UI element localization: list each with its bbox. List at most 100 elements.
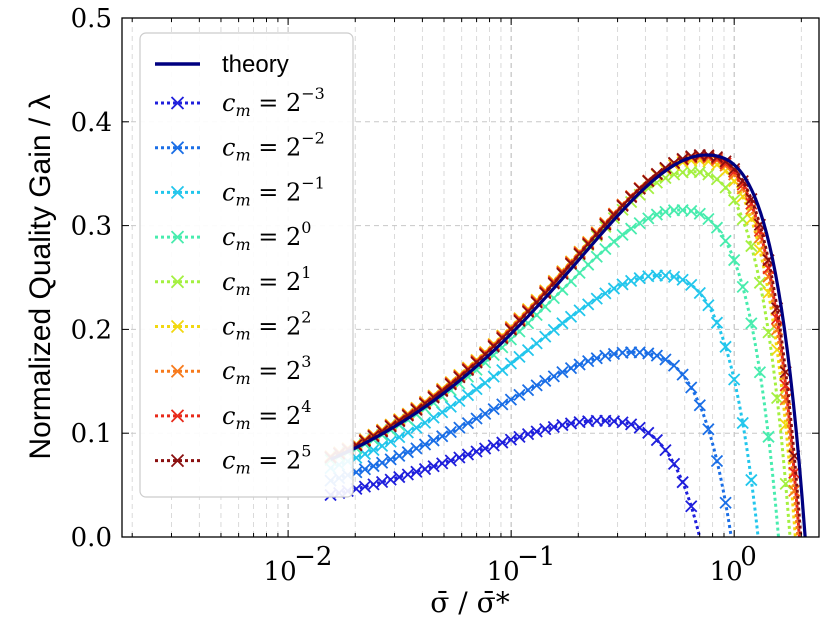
legend-swatch-marker bbox=[170, 141, 185, 155]
series-marker bbox=[582, 298, 595, 311]
series-marker bbox=[521, 383, 535, 397]
series-marker bbox=[367, 459, 380, 473]
series-marker bbox=[676, 476, 689, 489]
series-marker bbox=[556, 267, 569, 280]
series-marker bbox=[521, 427, 535, 441]
series-marker bbox=[436, 430, 449, 443]
series-marker bbox=[624, 222, 638, 235]
series-marker bbox=[633, 216, 646, 230]
series-marker bbox=[393, 470, 406, 484]
series-marker bbox=[693, 207, 706, 220]
legend-item: cm = 23 bbox=[155, 352, 311, 388]
series-marker bbox=[762, 326, 775, 339]
series-marker bbox=[504, 433, 518, 446]
series-marker bbox=[650, 167, 664, 181]
series-marker bbox=[358, 463, 372, 476]
series-marker bbox=[478, 442, 492, 455]
series-marker bbox=[504, 393, 518, 406]
y-tick-label: 0.2 bbox=[71, 315, 112, 345]
x-tick-label-exponent: −1 bbox=[517, 542, 555, 572]
legend-item: cm = 2−3 bbox=[155, 84, 325, 120]
series-marker bbox=[736, 280, 749, 293]
series-marker bbox=[573, 304, 586, 317]
series-marker bbox=[375, 475, 389, 489]
series-marker bbox=[590, 292, 603, 305]
series-marker bbox=[401, 468, 414, 481]
series-marker bbox=[556, 317, 569, 330]
series-cm=2^-3 bbox=[324, 414, 702, 538]
series-marker bbox=[547, 323, 560, 337]
legend-item: cm = 20 bbox=[155, 218, 311, 254]
series-marker bbox=[607, 235, 621, 248]
plot-frame bbox=[121, 17, 820, 538]
series-marker bbox=[478, 407, 492, 421]
series-marker bbox=[496, 398, 509, 411]
series-marker bbox=[530, 379, 543, 392]
series-marker bbox=[444, 400, 457, 413]
series-marker bbox=[676, 368, 689, 381]
series-marker bbox=[427, 434, 440, 447]
series-marker bbox=[719, 181, 732, 194]
legend-label: cm = 21 bbox=[222, 263, 311, 299]
series-marker bbox=[710, 454, 724, 468]
y-tick-label: 0.5 bbox=[71, 4, 112, 34]
legend-swatch-marker bbox=[170, 319, 185, 334]
series-marker bbox=[728, 253, 741, 267]
series-line bbox=[329, 155, 800, 538]
legend-items: cm = 2−3 cm = 2−2 cm = 2−1 cm = 20 cm = 21 cm… bbox=[155, 84, 325, 478]
legend-label: cm = 25 bbox=[222, 442, 311, 478]
legend-label: cm = 22 bbox=[222, 308, 311, 344]
series-marker bbox=[659, 444, 672, 457]
series-marker bbox=[375, 456, 389, 469]
series-marker bbox=[487, 370, 500, 383]
series-marker bbox=[693, 286, 706, 300]
series-marker bbox=[702, 423, 715, 436]
series-marker bbox=[736, 416, 749, 430]
series-marker bbox=[667, 270, 681, 283]
series-line bbox=[330, 350, 733, 538]
legend-item: cm = 25 bbox=[155, 442, 311, 478]
series-marker bbox=[693, 399, 706, 412]
series-marker bbox=[642, 212, 655, 225]
series-marker bbox=[650, 349, 664, 362]
series-marker bbox=[418, 438, 432, 451]
legend-item: cm = 2−2 bbox=[155, 129, 325, 165]
legend-item: cm = 21 bbox=[155, 263, 311, 299]
series-marker bbox=[513, 430, 526, 443]
series-marker bbox=[564, 257, 578, 271]
series-line bbox=[329, 208, 781, 538]
y-axis-label: Normalized Quality Gain / λ bbox=[24, 94, 57, 459]
series-marker bbox=[624, 274, 638, 287]
legend-label: cm = 2−3 bbox=[222, 84, 325, 120]
series-marker bbox=[384, 453, 397, 466]
series-marker bbox=[487, 439, 500, 452]
y-tick-label: 0.0 bbox=[71, 523, 112, 553]
legend-swatch-marker bbox=[170, 453, 185, 468]
series-marker bbox=[384, 473, 397, 486]
x-tick-label-exponent: 0 bbox=[740, 542, 757, 572]
series-marker bbox=[719, 340, 732, 353]
series-marker bbox=[710, 221, 724, 234]
y-tick-label: 0.4 bbox=[71, 108, 112, 138]
legend-swatch-marker bbox=[170, 409, 185, 423]
legend-item: cm = 2−1 bbox=[155, 173, 325, 209]
series-marker bbox=[556, 366, 569, 379]
series-marker bbox=[599, 242, 612, 256]
series-marker bbox=[461, 416, 475, 430]
series-marker bbox=[582, 238, 595, 251]
legend-swatch-marker bbox=[170, 230, 185, 244]
series-marker bbox=[650, 208, 664, 221]
series-line bbox=[329, 170, 792, 538]
series-marker bbox=[530, 337, 543, 350]
legend-item: cm = 22 bbox=[155, 308, 311, 344]
x-tick-label-exponent: −2 bbox=[294, 542, 332, 572]
legend-label: cm = 2−2 bbox=[222, 129, 325, 165]
series-marker bbox=[401, 446, 414, 459]
series-marker bbox=[470, 412, 483, 425]
series-marker bbox=[650, 433, 664, 447]
series-marker bbox=[702, 168, 715, 181]
legend: theory cm = 2−3cm = 2−2cm = 2−1cm = 20cm… bbox=[139, 32, 354, 498]
series-marker bbox=[728, 162, 741, 176]
series-marker bbox=[470, 382, 483, 396]
series-marker bbox=[564, 362, 578, 375]
